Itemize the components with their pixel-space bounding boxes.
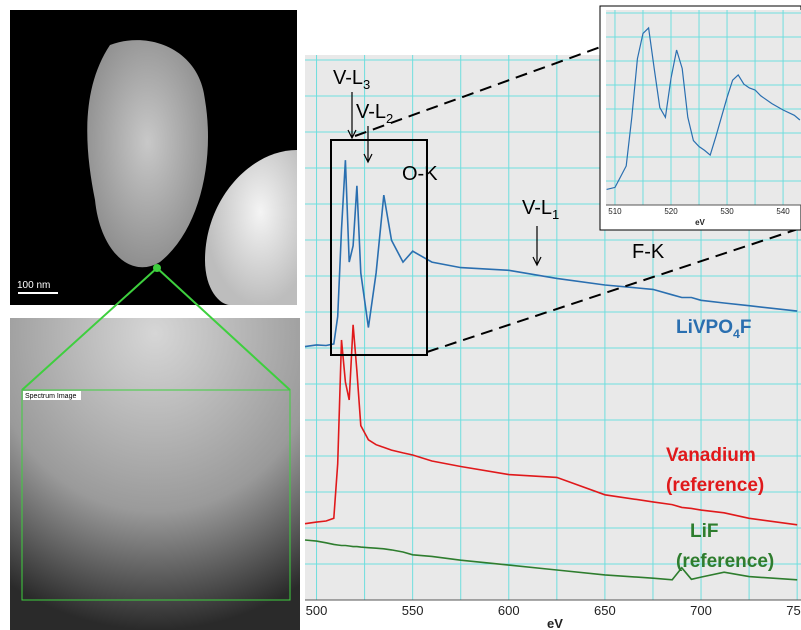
scale-label: 100 nm [17,280,50,291]
annotation-sub: 3 [363,77,370,92]
roi-label: Spectrum Image [25,393,76,400]
annotation-text: F-K [632,241,665,263]
annotation: LiF [690,521,719,542]
annotation-text: LiVPO [676,317,733,338]
annotation-text: (reference) [666,475,764,496]
annotation: F-K [632,241,665,263]
annotation-sub: 1 [552,207,559,222]
x-axis-label: eV [695,218,705,227]
spectrum-line [304,539,798,581]
annotation: (reference) [676,551,774,572]
annotation-text: (reference) [676,551,774,572]
x-tick-label: 540 [776,207,790,216]
spectrum-chart: 500550600650700750eVV-L3V-L2O-KV-L1F-KLi… [304,5,801,630]
annotation-text: Vanadium [666,445,756,466]
zoom-box [330,139,428,356]
particle [205,150,297,305]
annotation: V-L2 [356,101,393,126]
connector [426,227,801,353]
annotation-text: F [740,317,752,338]
x-tick-label: 520 [664,207,678,216]
annotation-text: LiF [690,521,719,542]
zoom-line [21,267,158,391]
annotation-sub: 4 [733,327,740,341]
arrow [363,126,373,164]
x-tick-label: 650 [594,603,616,618]
zoom-line [156,267,291,391]
annotation: V-L3 [333,67,370,92]
roi-box [21,389,291,601]
annotation-text: V-L [356,101,386,123]
x-tick-label: 600 [498,603,520,618]
annotation: O-K [402,163,438,185]
annotation-text: V-L [522,197,552,219]
x-tick-label: 700 [690,603,712,618]
spectrum-image [10,318,300,630]
particle [87,40,208,268]
annotation: (reference) [666,475,764,496]
x-tick-label: 550 [402,603,424,618]
x-tick-label: 750 [786,603,801,618]
annotation: LiVPO4F [676,317,752,341]
x-tick-label: 510 [608,207,622,216]
spectrum-line [304,324,798,526]
spectrum-line [606,26,801,190]
x-tick-label: 530 [720,207,734,216]
annotation: Vanadium [666,445,756,466]
annotation-sub: 2 [386,111,393,126]
annotation: V-L1 [522,197,559,222]
probe-spot [153,264,161,272]
annotation-text: V-L [333,67,363,89]
arrow [347,92,357,140]
tem-panel: 100 nm Spectrum Image [10,10,300,630]
roi-label-bg [23,391,81,400]
x-axis-label: eV [547,616,563,630]
annotation-text: O-K [402,163,438,185]
connector [354,44,607,137]
spectrum-line [304,160,798,348]
arrow [532,226,542,267]
x-tick-label: 500 [306,603,328,618]
plot-area [606,10,801,205]
